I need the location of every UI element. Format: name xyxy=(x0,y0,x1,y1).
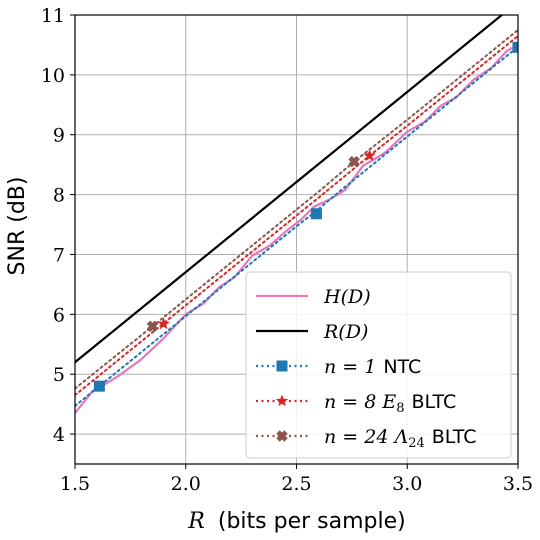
series-line-2 xyxy=(75,45,518,407)
legend-marker xyxy=(276,360,288,372)
x-tick-label: 3.5 xyxy=(503,473,533,495)
legend-entry: n = 24 Λ24 BLTC xyxy=(256,426,477,451)
x-axis-label-math: R xyxy=(187,509,205,534)
y-axis-label: SNR (dB) xyxy=(5,177,30,276)
x-tick-label: 3.0 xyxy=(392,473,422,495)
legend-entry: R(D) xyxy=(256,321,368,343)
y-tick-label: 9 xyxy=(53,125,65,147)
plot-series xyxy=(75,15,518,415)
plot-markers xyxy=(93,41,518,392)
data-marker xyxy=(310,208,322,220)
series-line-3 xyxy=(75,34,518,397)
legend-label-sub: 24 xyxy=(408,436,425,451)
legend-marker xyxy=(276,430,288,442)
legend-label: n = 1 NTC xyxy=(324,356,421,378)
y-tick-label: 8 xyxy=(53,185,65,207)
legend-label-math: H(D) xyxy=(323,286,371,308)
legend-label-math: R(D) xyxy=(323,321,368,343)
x-tick-label: 1.5 xyxy=(60,473,90,495)
data-marker xyxy=(363,149,376,161)
series-line-4 xyxy=(75,28,518,390)
y-tick-label: 6 xyxy=(53,304,65,326)
legend-entry: n = 8 E8 BLTC xyxy=(256,391,456,416)
data-marker xyxy=(146,320,159,333)
data-marker xyxy=(93,380,105,392)
legend-label-suffix: BLTC xyxy=(432,426,477,448)
legend-label-suffix: NTC xyxy=(383,356,421,378)
legend-box xyxy=(245,271,512,459)
x-axis-label: R (bits per sample) xyxy=(187,509,405,534)
legend-entry: H(D) xyxy=(256,286,371,308)
data-marker xyxy=(157,317,170,330)
axis-ticks: 1.5 2.0 2.5 3.0 3.5 4 5 6 7 8 9 10 11 xyxy=(41,5,533,495)
x-tick-label: 2.5 xyxy=(281,473,311,495)
legend-entry: n = 1 NTC xyxy=(256,356,421,378)
x-tick-label: 2.0 xyxy=(171,473,201,495)
y-tick-label: 5 xyxy=(53,364,65,386)
legend-marker xyxy=(275,394,289,407)
data-marker xyxy=(348,155,360,168)
legend-label-math: n = 24 Λ xyxy=(324,426,408,448)
legend-label-sub: 8 xyxy=(396,401,404,416)
legend-label: n = 24 Λ24 BLTC xyxy=(324,426,477,451)
legend-label-math: n = 8 E xyxy=(324,391,396,413)
legend-label-suffix: BLTC xyxy=(412,391,457,413)
y-tick-label: 7 xyxy=(53,244,65,266)
legend-label: H(D) xyxy=(323,286,371,308)
series-line-1 xyxy=(75,15,504,364)
y-tick-label: 10 xyxy=(41,65,65,87)
legend-label: R(D) xyxy=(323,321,368,343)
data-marker xyxy=(512,41,518,53)
legend-label: n = 8 E8 BLTC xyxy=(324,391,456,416)
legend-label-math: n = 1 xyxy=(324,356,376,378)
y-tick-label: 4 xyxy=(53,424,65,446)
x-axis-label-text: (bits per sample) xyxy=(218,509,406,534)
y-tick-label: 11 xyxy=(41,5,65,27)
